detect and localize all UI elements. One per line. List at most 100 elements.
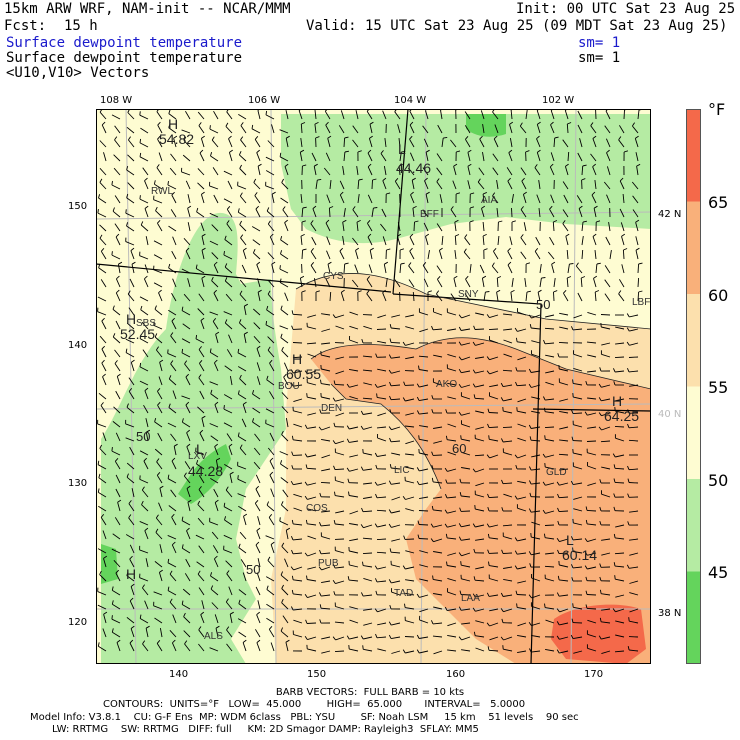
wind-barb (564, 110, 569, 120)
wind-barb (454, 235, 457, 246)
wind-barb-feather (301, 220, 306, 223)
wind-barb (447, 634, 457, 638)
wind-barb (282, 209, 289, 218)
wind-barb (539, 264, 542, 274)
wind-barb (447, 468, 457, 472)
wind-barb-feather (306, 393, 308, 398)
wind-barb-feather (529, 324, 532, 329)
wind-barb-feather (238, 599, 241, 604)
wind-barb (307, 426, 317, 429)
wind-barb (493, 251, 499, 260)
wind-barb (114, 223, 121, 232)
wind-barb-feather (216, 457, 221, 461)
wind-barb-feather (305, 464, 308, 469)
wind-barb (614, 356, 625, 359)
wind-barb (169, 573, 177, 582)
wind-barb (349, 440, 359, 443)
wind-barb-feather (375, 633, 378, 638)
wind-barb (377, 384, 387, 388)
wind-barb (285, 418, 289, 428)
wind-barb-feather (410, 191, 414, 196)
wind-barb-feather (455, 234, 460, 237)
wind-barb (492, 195, 499, 204)
wind-barb-feather (584, 551, 588, 556)
wind-barb-feather (380, 150, 384, 154)
wind-barb-feather (332, 580, 336, 584)
wind-barb (254, 195, 261, 204)
wind-barb-feather (280, 501, 284, 506)
station-label: BOU (278, 381, 300, 392)
wind-barb-feather (118, 261, 123, 265)
wind-barb (168, 407, 177, 414)
wind-barb-feather (613, 506, 616, 511)
wind-barb (531, 454, 541, 458)
wind-barb (531, 410, 541, 414)
wind-barb-feather (99, 570, 102, 575)
wind-barb-feather (542, 453, 546, 458)
wind-barb (433, 606, 443, 610)
wind-barb (128, 377, 135, 386)
wind-barb (267, 293, 275, 302)
wind-barb (422, 125, 429, 134)
wind-barb-feather (482, 275, 487, 279)
wind-barb-feather (168, 123, 171, 128)
wind-barb (154, 561, 163, 568)
wind-barb-feather (305, 519, 308, 524)
wind-barb (508, 152, 513, 162)
wind-barb-feather (472, 523, 476, 528)
wind-barb (357, 179, 360, 190)
wind-barb (517, 356, 527, 361)
wind-barb (559, 538, 569, 543)
wind-barb-feather (599, 576, 602, 581)
wind-barb (307, 412, 317, 416)
wind-barb-feather (388, 634, 392, 639)
wind-barb-feather (156, 458, 160, 463)
wind-barb (153, 605, 163, 610)
wind-barb-feather (528, 424, 532, 429)
wind-barb-feather (291, 519, 294, 524)
wind-barb (170, 433, 177, 442)
wind-barb (323, 167, 331, 176)
wind-barb (335, 523, 345, 526)
wind-barb-feather (271, 191, 276, 195)
wind-barb-feather (128, 500, 132, 504)
wind-barb (223, 408, 233, 414)
wind-barb-feather (346, 438, 350, 443)
wind-barb (127, 112, 135, 120)
wind-barb-feather (129, 639, 134, 644)
wind-barb (342, 236, 345, 246)
wind-barb (141, 489, 149, 498)
wind-barb (531, 370, 541, 373)
wind-barb (281, 350, 289, 358)
wind-barb (377, 622, 387, 626)
wind-barb-feather (332, 636, 336, 641)
wind-barb (619, 125, 625, 134)
wind-barb (363, 594, 373, 597)
wind-barb-feather (543, 339, 546, 344)
wind-barb (143, 278, 149, 288)
wind-barb (419, 425, 429, 428)
wind-barb (321, 566, 331, 571)
wind-barb (321, 636, 331, 640)
wind-barb (517, 606, 527, 610)
wind-barb-feather (279, 152, 282, 157)
wind-barb-feather (224, 277, 228, 282)
wind-barb-feather (157, 219, 161, 224)
wind-barb (391, 510, 401, 514)
wind-barb (593, 208, 597, 218)
wind-barb (605, 236, 611, 246)
wind-barb (447, 311, 457, 316)
wind-barb (615, 454, 625, 458)
wind-barb (475, 356, 485, 359)
wind-barb-feather (554, 136, 559, 139)
wind-barb (209, 311, 219, 316)
wind-barb (266, 603, 275, 610)
wind-barb (239, 293, 247, 302)
wind-barb-feather (139, 334, 142, 339)
wind-barb-feather (169, 598, 173, 603)
wind-barb (242, 250, 247, 260)
wind-barb (366, 293, 373, 302)
wind-barb-feather (628, 617, 630, 622)
valid-time: Valid: 15 UTC Sat 23 Aug 25 (09 MDT Sat … (306, 18, 728, 34)
wind-barb (155, 517, 163, 526)
